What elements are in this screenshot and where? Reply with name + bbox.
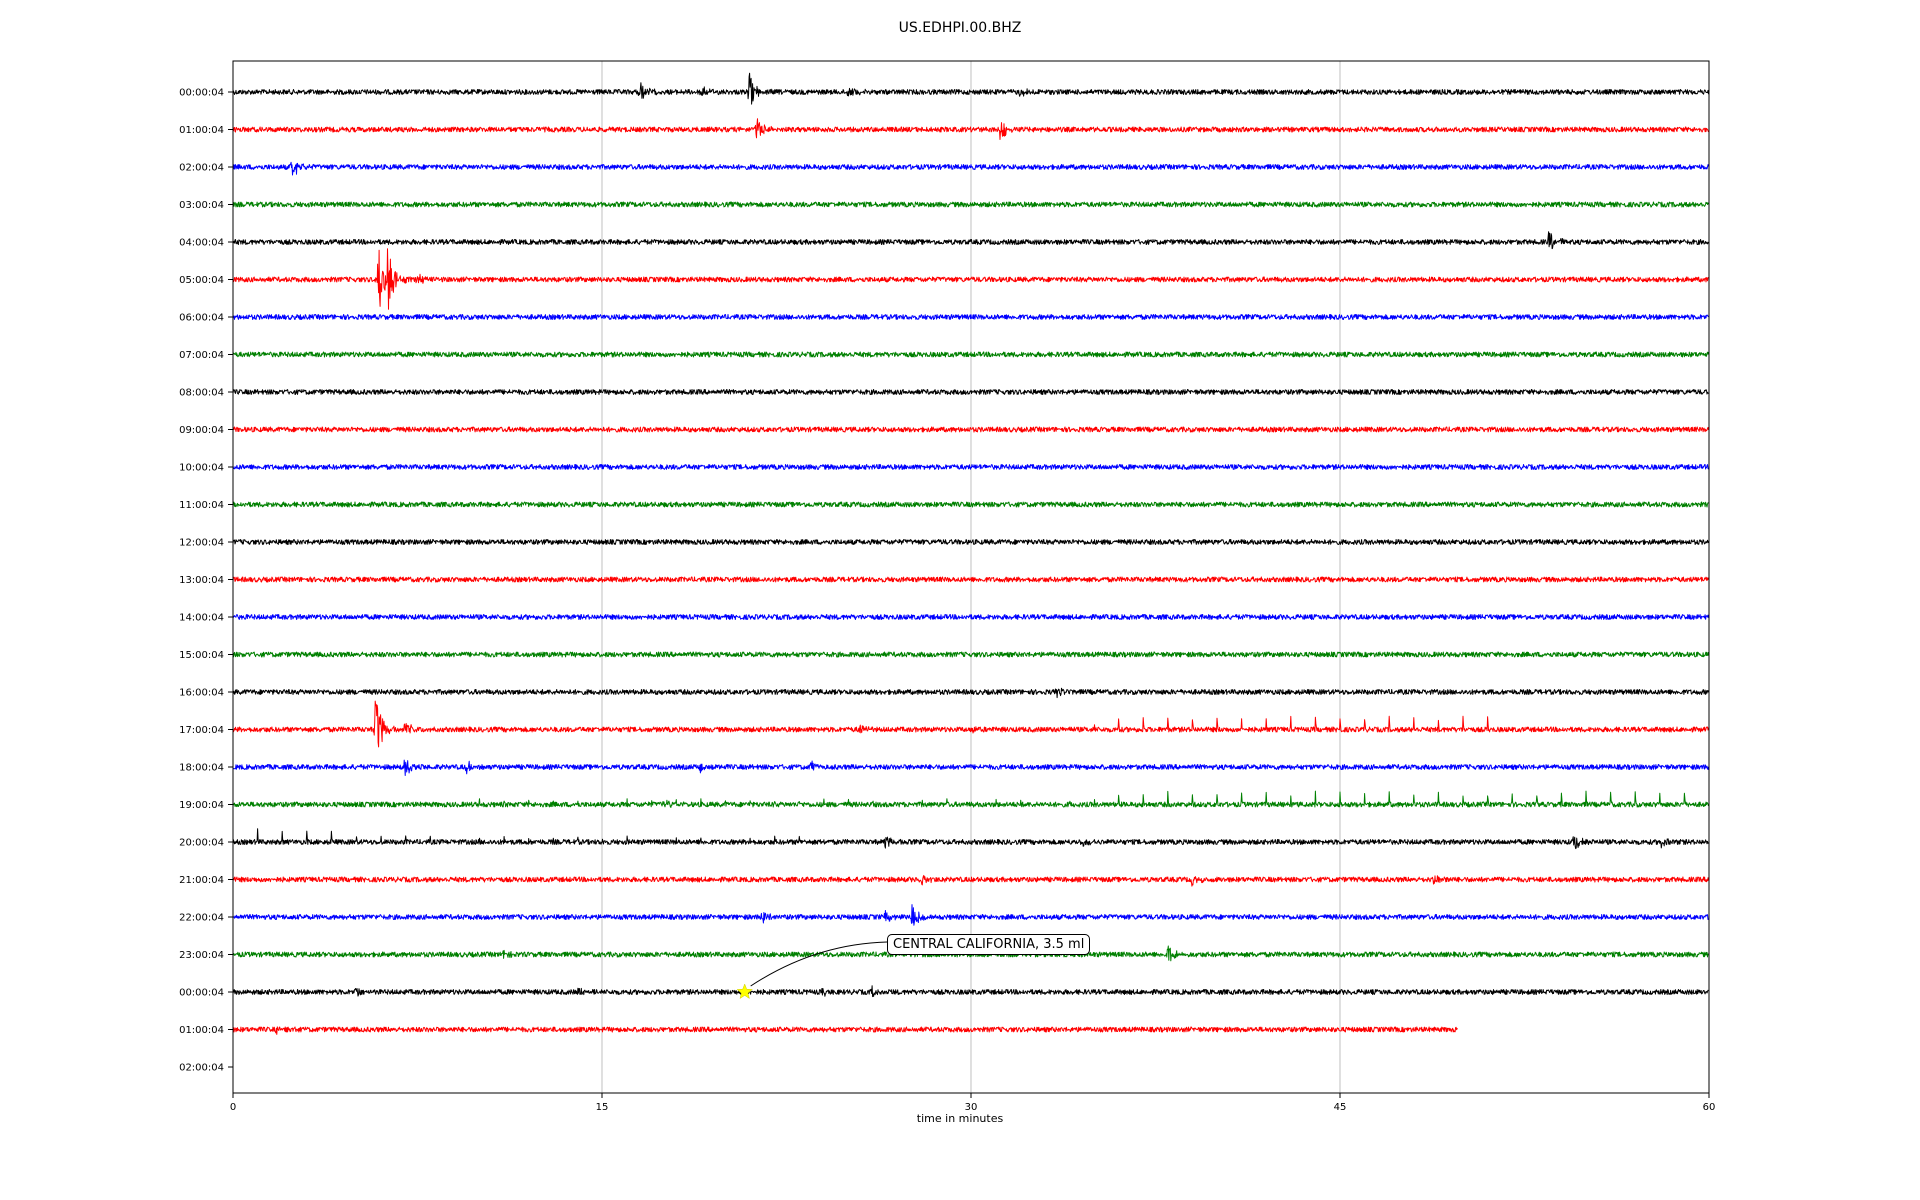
row-label: 17:00:04: [179, 725, 224, 736]
annotation-layer: [736, 941, 888, 1000]
trace-row: [232, 790, 1709, 808]
row-label: 01:00:04: [179, 1025, 224, 1036]
trace-row: [232, 985, 1709, 998]
trace-row: [232, 945, 1709, 962]
chart-title: US.EDHPI.00.BHZ: [898, 20, 1022, 36]
trace-row: [232, 161, 1709, 176]
row-label: 11:00:04: [179, 500, 224, 511]
trace-row: [232, 1026, 1458, 1035]
trace-row: [232, 72, 1709, 105]
row-label: 19:00:04: [179, 800, 224, 811]
trace-layer: [232, 72, 1709, 1035]
annotation-connector: [750, 941, 888, 987]
event-annotation: CENTRAL CALIFORNIA, 3.5 ml: [887, 934, 1091, 955]
row-label: 22:00:04: [179, 913, 224, 924]
x-tick-label-15: 15: [596, 1102, 609, 1113]
row-label: 18:00:04: [179, 763, 224, 774]
trace-row: [232, 351, 1709, 358]
row-label: 00:00:04: [179, 88, 224, 99]
trace-row: [232, 828, 1709, 850]
trace-row: [232, 389, 1709, 395]
row-label: 00:00:04: [179, 988, 224, 999]
row-label: 13:00:04: [179, 575, 224, 586]
trace-row: [232, 614, 1709, 620]
trace-row: [232, 426, 1709, 433]
row-label: 20:00:04: [179, 838, 224, 849]
plot-frame: [232, 60, 1710, 1094]
trace-row: [232, 539, 1709, 545]
row-label: 04:00:04: [179, 238, 224, 249]
row-label: 16:00:04: [179, 688, 224, 699]
x-axis-ticks: 0 15 30 45 60: [230, 1093, 1716, 1113]
trace-row: [232, 118, 1709, 140]
row-label: 02:00:04: [179, 163, 224, 174]
x-axis-label: time in minutes: [916, 1112, 1004, 1125]
row-label: 06:00:04: [179, 313, 224, 324]
row-label: 03:00:04: [179, 200, 224, 211]
trace-row: [232, 687, 1709, 699]
trace-row: [232, 759, 1709, 776]
row-label: 09:00:04: [179, 425, 224, 436]
row-label: 23:00:04: [179, 950, 224, 961]
trace-row: [232, 700, 1709, 748]
row-labels: 00:00:04 01:00:04 02:00:04 03:00:04 04:00:04…: [179, 88, 233, 1074]
trace-row: [232, 651, 1709, 658]
trace-row: [232, 248, 1709, 310]
row-label: 14:00:04: [179, 613, 224, 624]
trace-row: [232, 201, 1709, 208]
trace-row: [232, 314, 1709, 320]
event-star-marker: [736, 983, 753, 1000]
row-label: 01:00:04: [179, 125, 224, 136]
row-label: 08:00:04: [179, 388, 224, 399]
row-label: 10:00:04: [179, 463, 224, 474]
grid-lines: [601, 61, 1341, 1093]
x-tick-label-60: 60: [1703, 1102, 1716, 1113]
trace-row: [232, 231, 1709, 250]
row-label: 12:00:04: [179, 538, 224, 549]
row-label: 02:00:04: [179, 1063, 224, 1074]
x-tick-label-30: 30: [965, 1102, 978, 1113]
trace-row: [232, 464, 1709, 470]
row-label: 15:00:04: [179, 650, 224, 661]
x-tick-label-45: 45: [1334, 1102, 1347, 1113]
trace-row: [232, 501, 1709, 508]
row-label: 07:00:04: [179, 350, 224, 361]
row-label: 05:00:04: [179, 275, 224, 286]
trace-row: [232, 874, 1709, 887]
trace-row: [232, 576, 1709, 583]
trace-row: [232, 904, 1709, 926]
x-tick-label-0: 0: [230, 1102, 236, 1113]
row-label: 21:00:04: [179, 875, 224, 886]
